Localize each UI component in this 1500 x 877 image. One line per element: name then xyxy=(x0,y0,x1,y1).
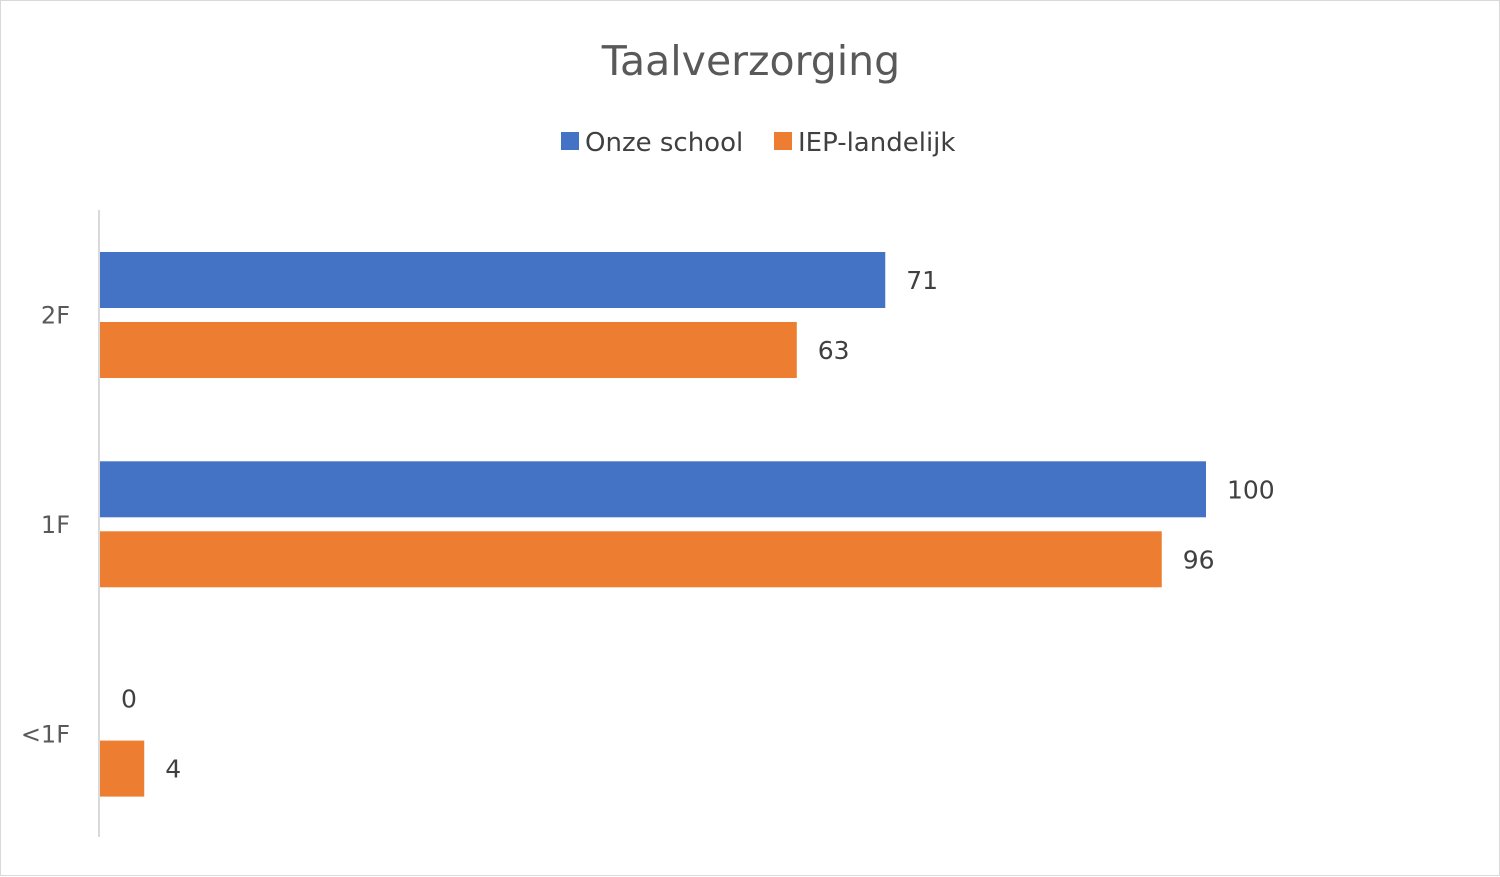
legend: Onze school IEP-landelijk xyxy=(561,128,955,158)
bar-onze-school-2f xyxy=(100,252,886,308)
category-label-1f: <1F xyxy=(21,720,70,748)
data-label-iep-landelijk-1f: 96 xyxy=(1183,545,1215,574)
legend-label-iep-landelijk: IEP-landelijk xyxy=(798,128,955,158)
legend-swatch-iep-landelijk xyxy=(774,132,792,150)
data-label-iep-landelijk-2f: 63 xyxy=(818,336,850,365)
category-label-2f: 2F xyxy=(41,302,70,330)
data-label-iep-landelijk-1f: 4 xyxy=(165,755,181,784)
data-label-onze-school-1f: 0 xyxy=(121,685,137,714)
plot-area: 2F 71 63 1F 100 96 <1F 0 4 xyxy=(21,252,1275,797)
category-label-1f: 1F xyxy=(41,511,70,539)
bar-iep-landelijk-1f xyxy=(100,740,145,797)
chart-title: Taalverzorging xyxy=(601,37,900,85)
bar-onze-school-1f xyxy=(100,461,1206,518)
legend-label-onze-school: Onze school xyxy=(585,128,743,158)
data-label-onze-school-2f: 71 xyxy=(906,266,938,295)
bar-iep-landelijk-1f xyxy=(100,531,1162,588)
legend-swatch-onze-school xyxy=(561,132,579,150)
bar-iep-landelijk-2f xyxy=(100,322,797,378)
data-label-onze-school-1f: 100 xyxy=(1227,475,1275,504)
